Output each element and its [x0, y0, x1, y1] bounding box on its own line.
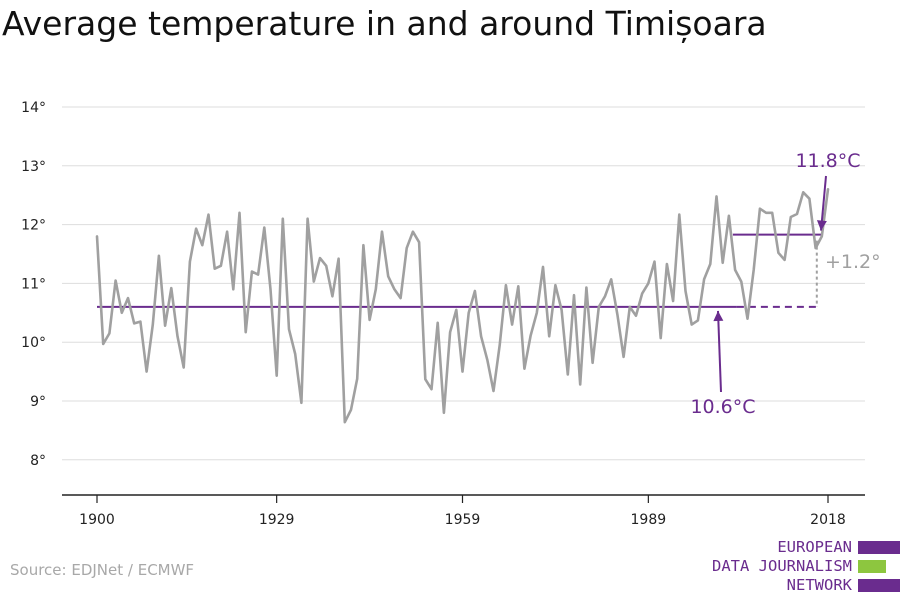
grid-layer	[62, 106, 865, 461]
logo-bar-purple-bottom	[858, 579, 900, 592]
y-tick-label: 8°	[30, 453, 46, 469]
y-tick-label: 9°	[30, 394, 46, 410]
y-tick-label: 11°	[21, 276, 46, 292]
x-tick-label: 1900	[79, 512, 115, 528]
source-note: Source: EDJNet / ECMWF	[10, 561, 195, 579]
edjnet-logo[interactable]: EUROPEAN DATA JOURNALISM NETWORK	[700, 538, 900, 596]
axis-layer: 8° 9° 10° 11° 12° 13° 14° 1900 1929 1959 1989 2018	[21, 100, 865, 528]
arrow-baseline-average-head	[713, 310, 724, 322]
page-title: Average temperature in and around Timișo…	[2, 4, 767, 43]
y-tick-label: 12°	[21, 218, 46, 234]
x-tick-label: 1989	[631, 512, 667, 528]
arrow-recent-average-head	[816, 220, 827, 231]
annotation-recent-average: 11.8°C	[795, 150, 860, 172]
series-layer	[95, 188, 830, 424]
y-tick-label: 10°	[21, 335, 46, 351]
x-tick-label: 2018	[810, 512, 846, 528]
annotation-layer: 11.8°C 10.6°C +1.2°	[690, 150, 880, 418]
x-tick-label: 1929	[259, 512, 295, 528]
annotation-difference: +1.2°	[825, 251, 881, 273]
logo-line-1: EUROPEAN	[777, 538, 852, 556]
logo-bar-green	[858, 560, 886, 573]
x-tick-label: 1959	[445, 512, 481, 528]
y-tick-label: 13°	[21, 159, 46, 175]
annotation-baseline-average: 10.6°C	[690, 396, 755, 418]
arrow-baseline-average-shaft	[717, 310, 722, 393]
logo-line-3: NETWORK	[786, 576, 852, 594]
y-tick-label: 14°	[21, 100, 46, 116]
temperature-series-line	[95, 188, 830, 424]
logo-bar-purple-top	[858, 541, 900, 554]
logo-line-2: DATA JOURNALISM	[712, 557, 852, 575]
